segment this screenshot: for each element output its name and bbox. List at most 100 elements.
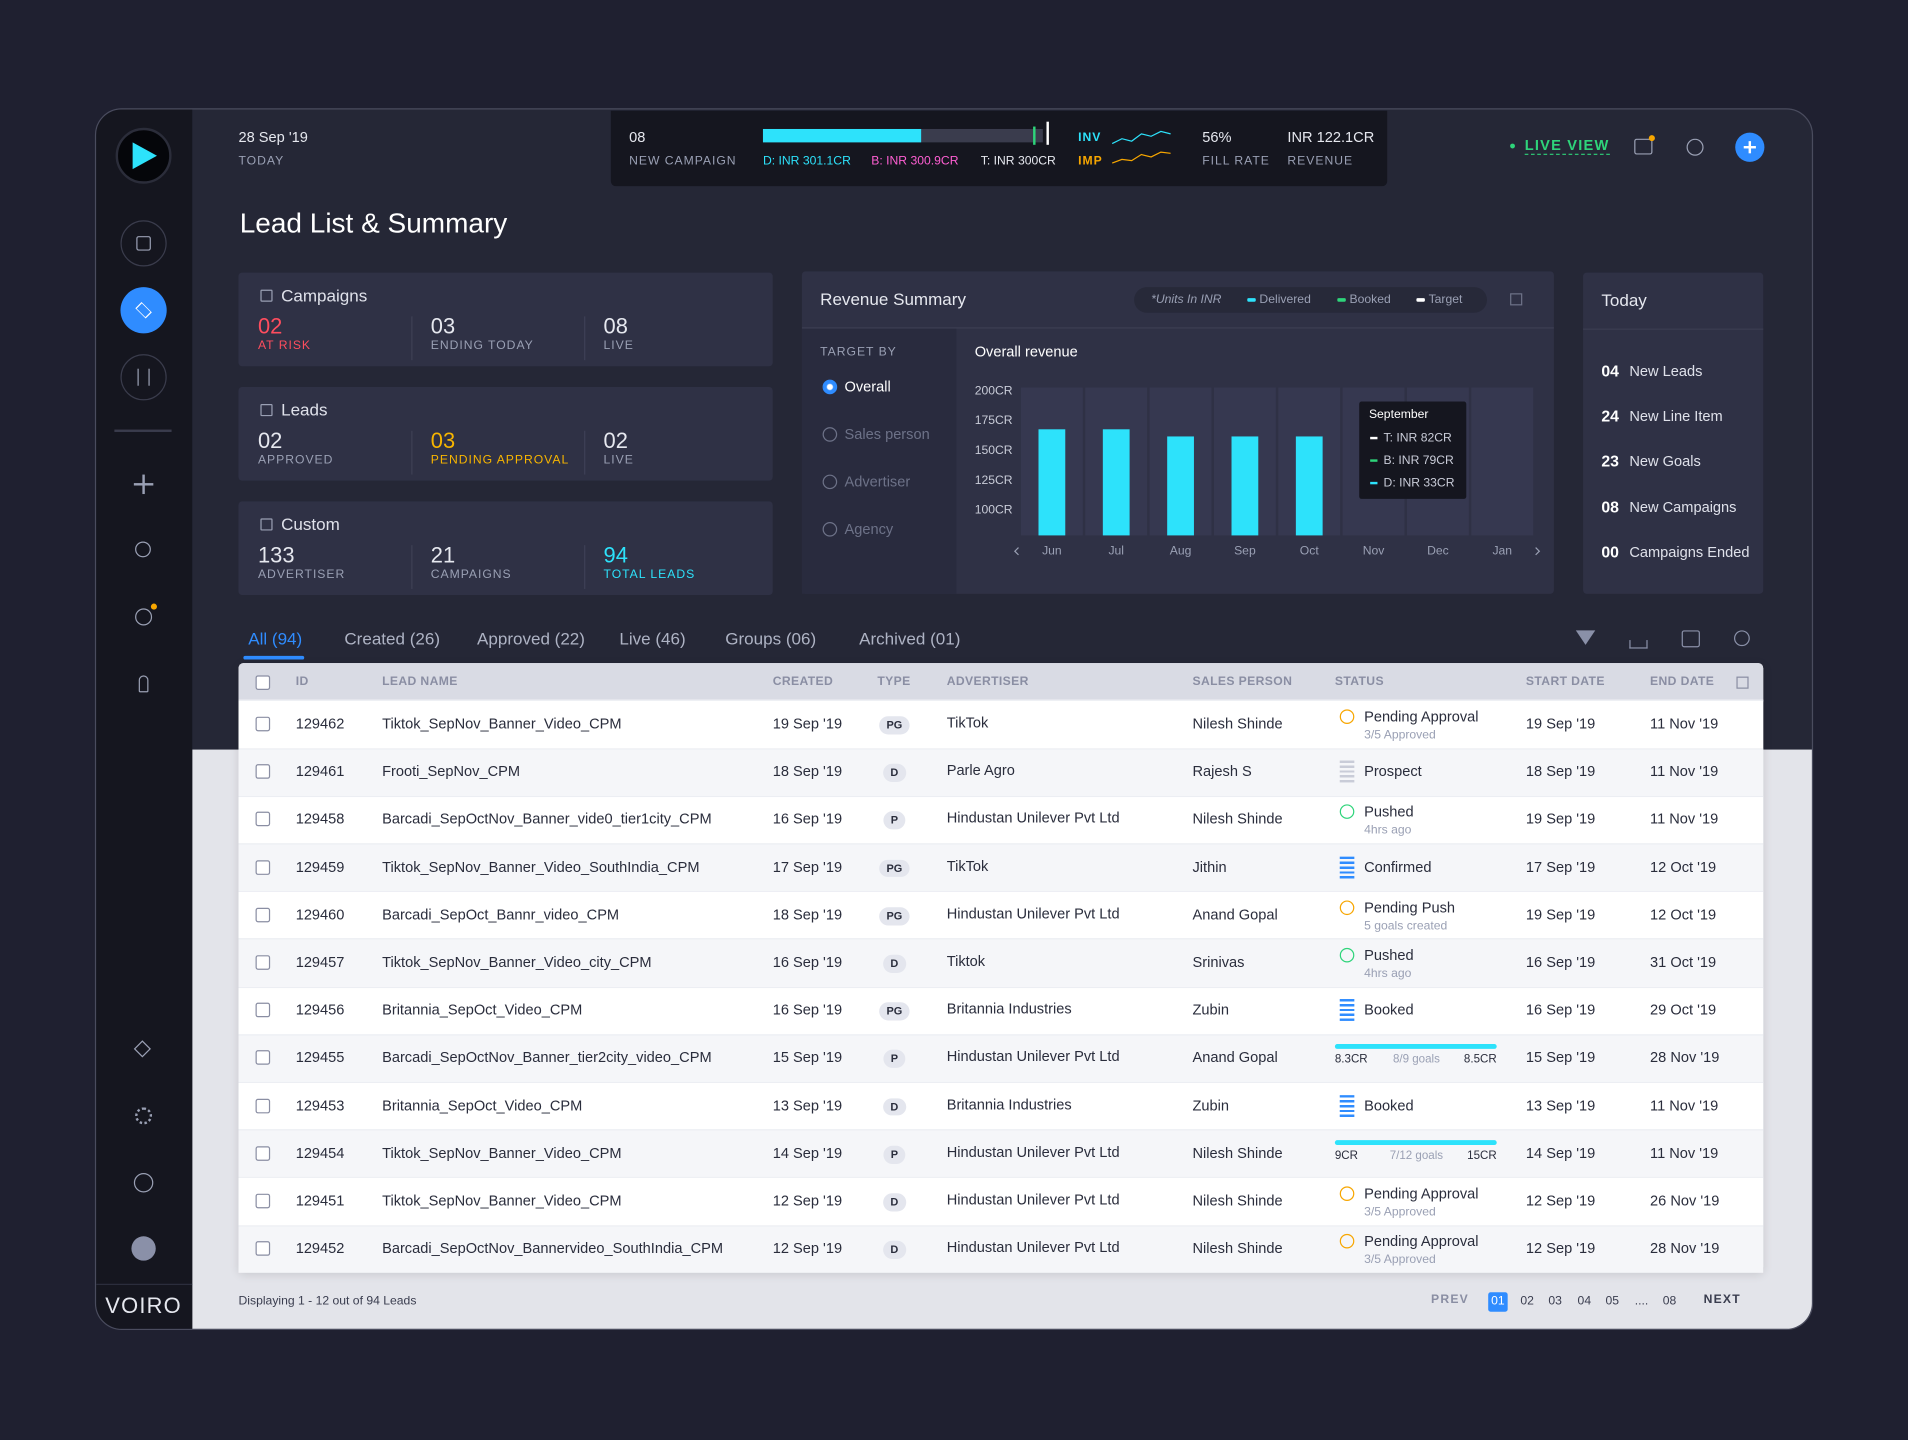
- lead-name[interactable]: Tiktok_SepNov_Banner_Video_SouthIndia_CP…: [382, 858, 700, 876]
- row-checkbox[interactable]: [255, 1193, 271, 1209]
- lead-name[interactable]: Tiktok_SepNov_Banner_Video_CPM: [382, 1192, 622, 1210]
- notifications[interactable]: [1634, 138, 1653, 155]
- columns-icon[interactable]: [1681, 630, 1700, 648]
- nav-add-v: [142, 474, 145, 495]
- page-number[interactable]: 02: [1520, 1294, 1534, 1309]
- live-view[interactable]: LIVE VIEW: [1524, 136, 1610, 156]
- units-note: *Units In INR: [1151, 293, 1222, 307]
- start-date: 13 Sep '19: [1525, 1096, 1596, 1114]
- lead-id: 129452: [295, 1239, 345, 1257]
- tab[interactable]: Live (46): [619, 628, 686, 649]
- lead-name[interactable]: Barcadi_SepOctNov_Bannervideo_SouthIndia…: [382, 1239, 724, 1257]
- lead-name[interactable]: Tiktok_SepNov_Banner_Video_city_CPM: [382, 953, 652, 971]
- nav-mentions[interactable]: [135, 608, 153, 626]
- today-value: 23: [1601, 452, 1619, 471]
- tab[interactable]: Created (26): [344, 628, 441, 649]
- booked-total: B: INR 300.9CR: [871, 154, 959, 168]
- lead-name[interactable]: Frooti_SepNov_CPM: [382, 762, 521, 780]
- status-icon: [1339, 804, 1355, 820]
- prev-page[interactable]: PREV: [1431, 1293, 1470, 1307]
- table-row: [238, 938, 1764, 987]
- lead-name[interactable]: Barcadi_SepOctNov_Banner_tier2city_video…: [382, 1049, 712, 1067]
- revenue-left-panel: [801, 328, 957, 594]
- row-checkbox[interactable]: [255, 1241, 271, 1257]
- row-checkbox[interactable]: [255, 1002, 271, 1018]
- table-row: [238, 843, 1764, 891]
- row-checkbox[interactable]: [255, 1098, 271, 1113]
- row-checkbox[interactable]: [255, 955, 271, 970]
- radio[interactable]: [822, 427, 838, 442]
- tab[interactable]: Archived (01): [859, 628, 961, 649]
- target-option[interactable]: Sales person: [844, 425, 930, 443]
- status-detail: 3/5 Approved: [1364, 1205, 1436, 1220]
- nav-dashboard[interactable]: [120, 220, 167, 267]
- nav-search[interactable]: [135, 541, 151, 558]
- tab[interactable]: Approved (22): [477, 628, 585, 649]
- row-checkbox[interactable]: [255, 764, 271, 780]
- tab[interactable]: Groups (06): [725, 628, 817, 649]
- revenue-divider: [801, 327, 1554, 329]
- lead-name[interactable]: Tiktok_SepNov_Banner_Video_CPM: [382, 715, 622, 733]
- created-date: 16 Sep '19: [772, 810, 843, 828]
- row-checkbox[interactable]: [255, 1050, 271, 1066]
- advertiser: TikTok: [946, 857, 989, 875]
- summary-card: [238, 386, 773, 481]
- nav-help[interactable]: [133, 1173, 154, 1193]
- status: Booked: [1364, 1096, 1414, 1114]
- nav-leads[interactable]: [120, 287, 167, 334]
- target-option[interactable]: Overall: [844, 378, 891, 396]
- nav-tools[interactable]: [138, 675, 149, 693]
- header-checkbox[interactable]: [255, 675, 271, 690]
- table-expand[interactable]: [1736, 676, 1749, 689]
- goal-low: 9CR: [1334, 1148, 1359, 1163]
- table-row: [238, 986, 1764, 1035]
- lead-name[interactable]: Britannia_SepOct_Video_CPM: [382, 1096, 583, 1114]
- row-checkbox[interactable]: [255, 907, 271, 923]
- target-option[interactable]: Advertiser: [844, 473, 911, 491]
- radio[interactable]: [822, 379, 838, 395]
- radio[interactable]: [822, 474, 838, 490]
- nav-settings[interactable]: [135, 1107, 153, 1125]
- row-checkbox[interactable]: [255, 1146, 271, 1161]
- today-label: Campaigns Ended: [1629, 543, 1750, 561]
- new-campaign-label: NEW CAMPAIGN: [629, 154, 737, 168]
- nav-profile[interactable]: [131, 1236, 156, 1261]
- status-detail: 5 goals created: [1364, 919, 1448, 934]
- column-header: ID: [295, 675, 309, 689]
- start-date: 19 Sep '19: [1525, 906, 1596, 924]
- expand-icon[interactable]: [1510, 293, 1523, 306]
- page-number[interactable]: ....: [1634, 1294, 1649, 1309]
- row-checkbox[interactable]: [255, 859, 271, 875]
- today-value: 08: [1601, 497, 1619, 516]
- goal-high: 8.5CR: [1463, 1053, 1497, 1067]
- end-date: 11 Nov '19: [1650, 715, 1719, 733]
- page-number[interactable]: 04: [1577, 1294, 1592, 1309]
- legend-label: Target: [1428, 293, 1463, 307]
- download-icon[interactable]: [1629, 640, 1648, 649]
- tab[interactable]: All (94): [248, 628, 303, 649]
- summary-card: [238, 501, 773, 596]
- campaign-bar-fill: [762, 128, 922, 143]
- lead-name[interactable]: Barcadi_SepOctNov_Banner_vide0_tier1city…: [382, 810, 712, 828]
- lead-name[interactable]: Tiktok_SepNov_Banner_Video_CPM: [382, 1144, 622, 1162]
- page-number[interactable]: 01: [1491, 1294, 1505, 1309]
- lead-name[interactable]: Britannia_SepOct_Video_CPM: [382, 1001, 583, 1019]
- nav-flow[interactable]: [120, 354, 167, 401]
- radio[interactable]: [822, 522, 838, 537]
- row-checkbox[interactable]: [255, 812, 271, 827]
- lead-name[interactable]: Barcadi_SepOct_Bannr_video_CPM: [382, 906, 620, 924]
- filter-icon[interactable]: [1575, 630, 1596, 645]
- target-option[interactable]: Agency: [844, 520, 894, 538]
- sales-person: Jithin: [1192, 858, 1227, 876]
- page-number[interactable]: 03: [1548, 1294, 1562, 1309]
- history[interactable]: [1686, 138, 1704, 156]
- table-search-icon[interactable]: [1733, 630, 1750, 647]
- page-number[interactable]: 08: [1662, 1294, 1677, 1309]
- next-page[interactable]: NEXT: [1703, 1293, 1741, 1307]
- end-date: 12 Oct '19: [1650, 858, 1717, 876]
- row-checkbox[interactable]: [255, 716, 271, 732]
- type-badge: P: [883, 1050, 906, 1069]
- page-number[interactable]: 05: [1605, 1294, 1620, 1309]
- column-header: START DATE: [1525, 675, 1605, 689]
- today-date: 28 Sep '19: [238, 128, 308, 146]
